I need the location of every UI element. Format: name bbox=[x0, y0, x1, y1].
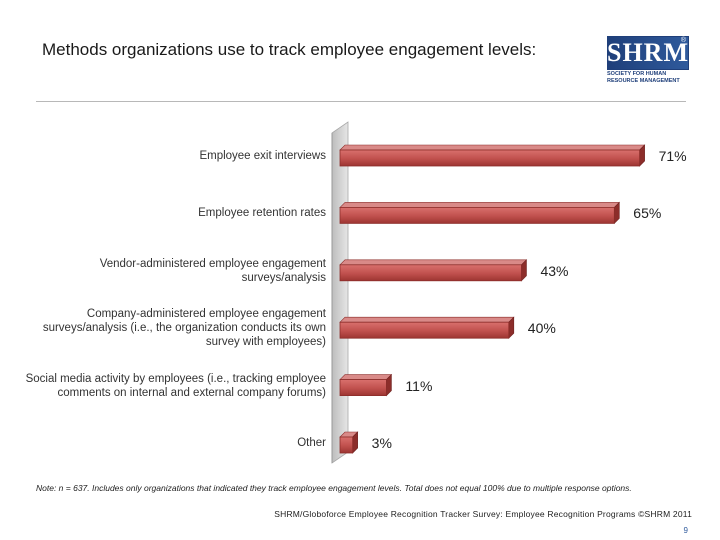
registered-mark: ® bbox=[680, 37, 686, 44]
category-label-0: Employee exit interviews bbox=[0, 149, 326, 163]
bar-0 bbox=[339, 149, 641, 167]
category-label-line: Vendor-administered employee engagement bbox=[99, 257, 326, 270]
bar-2 bbox=[339, 264, 522, 282]
category-label-4: Social media activity by employees (i.e.… bbox=[0, 372, 326, 400]
bar-top-2 bbox=[339, 259, 528, 266]
value-label-4: 11% bbox=[405, 377, 433, 394]
category-label-3: Company-administered employee engagement… bbox=[0, 307, 326, 349]
logo-tagline: Society for Human Resource Management bbox=[607, 71, 680, 84]
category-label-line: Employee exit interviews bbox=[199, 150, 326, 162]
bar-4 bbox=[339, 379, 387, 397]
value-label-0: 71% bbox=[658, 148, 687, 164]
logo-mark: SHRM ® bbox=[607, 36, 689, 70]
value-label-5: 3% bbox=[371, 435, 392, 451]
category-label-2: Vendor-administered employee engagement s… bbox=[0, 257, 326, 285]
chart-note: Note: n = 637. Includes only organizatio… bbox=[36, 483, 632, 493]
category-label-line: surveys/analysis bbox=[241, 271, 326, 284]
bar-top-3 bbox=[339, 316, 515, 323]
title-divider bbox=[36, 101, 686, 102]
bar-top-1 bbox=[339, 202, 621, 208]
category-label-5: Other bbox=[0, 436, 326, 450]
bar-1 bbox=[339, 206, 615, 224]
source-citation: SHRM/Globoforce Employee Recognition Tra… bbox=[274, 509, 692, 519]
category-label-1: Employee retention rates bbox=[0, 206, 326, 220]
category-label-line: comments on internal and external compan… bbox=[57, 386, 326, 399]
page-number: 9 bbox=[683, 526, 688, 535]
category-label-line: survey with employees) bbox=[205, 336, 326, 349]
category-label-line: Social media activity by employees (i.e.… bbox=[25, 372, 326, 385]
category-label-line: Other bbox=[297, 437, 326, 449]
page-title: Methods organizations use to track emplo… bbox=[42, 40, 537, 59]
category-label-line: Employee retention rates bbox=[198, 207, 326, 220]
bar-3 bbox=[339, 321, 510, 339]
shrm-logo: SHRM ® Society for Human Resource Manage… bbox=[607, 36, 689, 86]
bar-5 bbox=[339, 436, 354, 454]
axis-wall bbox=[331, 121, 349, 464]
category-label-line: Company-administered employee engagement bbox=[86, 308, 326, 321]
category-label-line: surveys/analysis (i.e., the organization… bbox=[42, 322, 326, 335]
value-label-2: 43% bbox=[540, 262, 569, 279]
bar-top-4 bbox=[339, 374, 393, 380]
logo-text: SHRM bbox=[607, 38, 689, 67]
value-label-1: 65% bbox=[633, 205, 662, 222]
bar-top-0 bbox=[339, 144, 646, 151]
value-label-3: 40% bbox=[527, 320, 556, 337]
